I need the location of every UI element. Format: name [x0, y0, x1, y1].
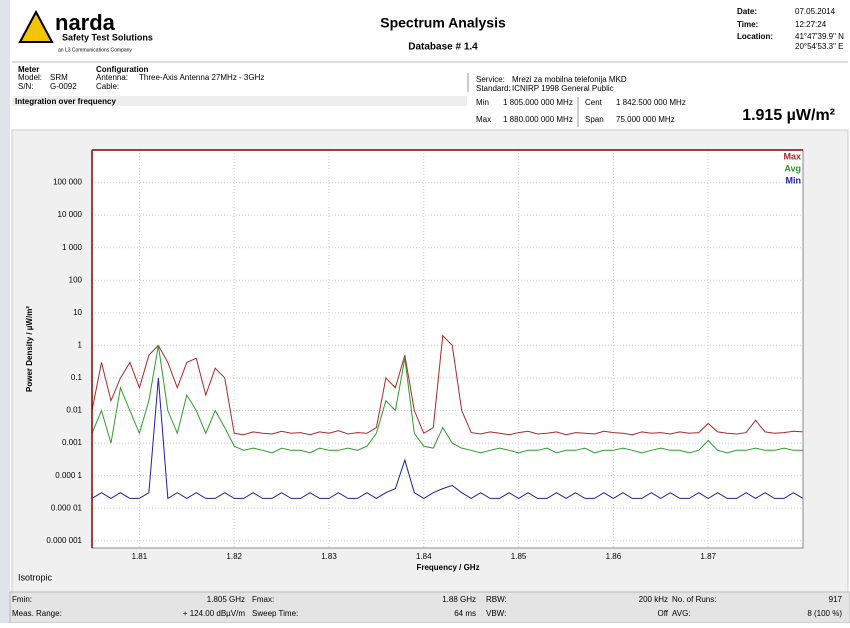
model-label: Model: [18, 73, 42, 82]
avg: 8 (100 %) [807, 609, 842, 618]
antenna-label: Antenna: [96, 73, 128, 82]
min-label: Min [476, 98, 489, 107]
runs: 917 [829, 595, 843, 604]
min: 1 805.000 000 MHz [503, 98, 573, 107]
footer [9, 591, 850, 624]
mode-bar [12, 96, 467, 106]
brand-parent: an L3 Communications Company [58, 47, 132, 53]
x-tick-label: 1.86 [606, 552, 622, 561]
x-tick-label: 1.81 [132, 552, 148, 561]
time: 12:27:24 [795, 20, 827, 29]
fmin-label: Fmin: [12, 595, 32, 604]
brand-sub: Safety Test Solutions [62, 32, 153, 42]
fmax: 1.88 GHz [442, 595, 476, 604]
legend-entry: Max [783, 151, 801, 161]
y-tick-label: 0.001 [62, 438, 83, 447]
meter: Meter [18, 65, 39, 74]
x-axis-label: Frequency / GHz [416, 563, 479, 572]
rbw: 200 kHz [639, 595, 668, 604]
service-label: Service: [476, 75, 505, 84]
max: 1 880.000 000 MHz [503, 115, 573, 124]
series-line [91, 345, 803, 454]
rbw-label: RBW: [486, 595, 507, 604]
plot-area [92, 150, 803, 548]
y-tick-label: 0.000 01 [51, 503, 83, 512]
location: 20°54'53.3" E [795, 42, 844, 51]
series-line [91, 334, 804, 436]
span: 75.000 000 MHz [616, 115, 675, 124]
time-label: Time: [737, 20, 758, 29]
y-tick-label: 1 000 [62, 243, 83, 252]
standard: ICNIRP 1998 General Public [512, 84, 614, 93]
antenna: Three-Axis Antenna 27MHz - 3GHz [139, 73, 264, 82]
y-tick-label: 10 000 [58, 210, 83, 219]
location: 41°47'39.9" N [795, 32, 844, 41]
y-tick-label: 100 [69, 275, 83, 284]
fmin: 1.805 GHz [207, 595, 245, 604]
date-label: Date: [737, 7, 757, 16]
max-label: Max [476, 115, 491, 124]
sweep: 64 ms [454, 609, 476, 618]
sn: G-0092 [50, 82, 77, 91]
sweep-label: Sweep Time: [252, 609, 298, 618]
cable-label: Cable: [96, 82, 119, 91]
database: Database # 1.4 [408, 42, 478, 53]
logo [18, 9, 54, 43]
cent: 1 842.500 000 MHz [616, 98, 686, 107]
cent-label: Cent [585, 98, 603, 107]
y-tick-label: 0.1 [71, 373, 83, 382]
service: Mrezi za mobilna telefonija MKD [512, 75, 627, 84]
span-label: Span [585, 115, 604, 124]
runs-label: No. of Runs: [672, 595, 716, 604]
fmax-label: Fmax: [252, 595, 274, 604]
vbw-label: VBW: [486, 609, 506, 618]
model: SRM [50, 73, 68, 82]
y-tick-label: 10 [73, 308, 82, 317]
date: 07.05.2014 [795, 7, 836, 16]
series-line [91, 377, 804, 500]
standard-label: Standard: [476, 84, 511, 93]
x-tick-label: 1.85 [511, 552, 527, 561]
y-tick-label: 0.000 1 [55, 471, 82, 480]
result: 1.915 µW/m² [742, 107, 835, 124]
range-label: Meas. Range: [12, 609, 62, 618]
side-strip [0, 0, 10, 623]
y-axis-label: Power Density / µW/m² [25, 306, 34, 392]
brand: narda [55, 10, 116, 35]
mode: Integration over frequency [15, 97, 116, 106]
note: Isotropic [18, 572, 53, 582]
y-tick-label: 1 [78, 340, 83, 349]
sn-label: S/N: [18, 82, 34, 91]
title: Spectrum Analysis [380, 15, 506, 31]
x-tick-label: 1.82 [226, 552, 242, 561]
y-tick-label: 0.000 001 [46, 536, 82, 545]
x-tick-label: 1.83 [321, 552, 337, 561]
legend-entry: Avg [784, 163, 801, 173]
configuration: Configuration [96, 65, 149, 74]
avg-label: AVG: [672, 609, 691, 618]
location-label: Location: [737, 32, 773, 41]
legend-entry: Min [786, 175, 802, 185]
range: + 124.00 dBµV/m [183, 609, 246, 618]
y-tick-label: 100 000 [53, 178, 82, 187]
y-tick-label: 0.01 [66, 406, 82, 415]
vbw: Off [657, 609, 668, 618]
x-tick-label: 1.84 [416, 552, 432, 561]
x-tick-label: 1.87 [700, 552, 716, 561]
